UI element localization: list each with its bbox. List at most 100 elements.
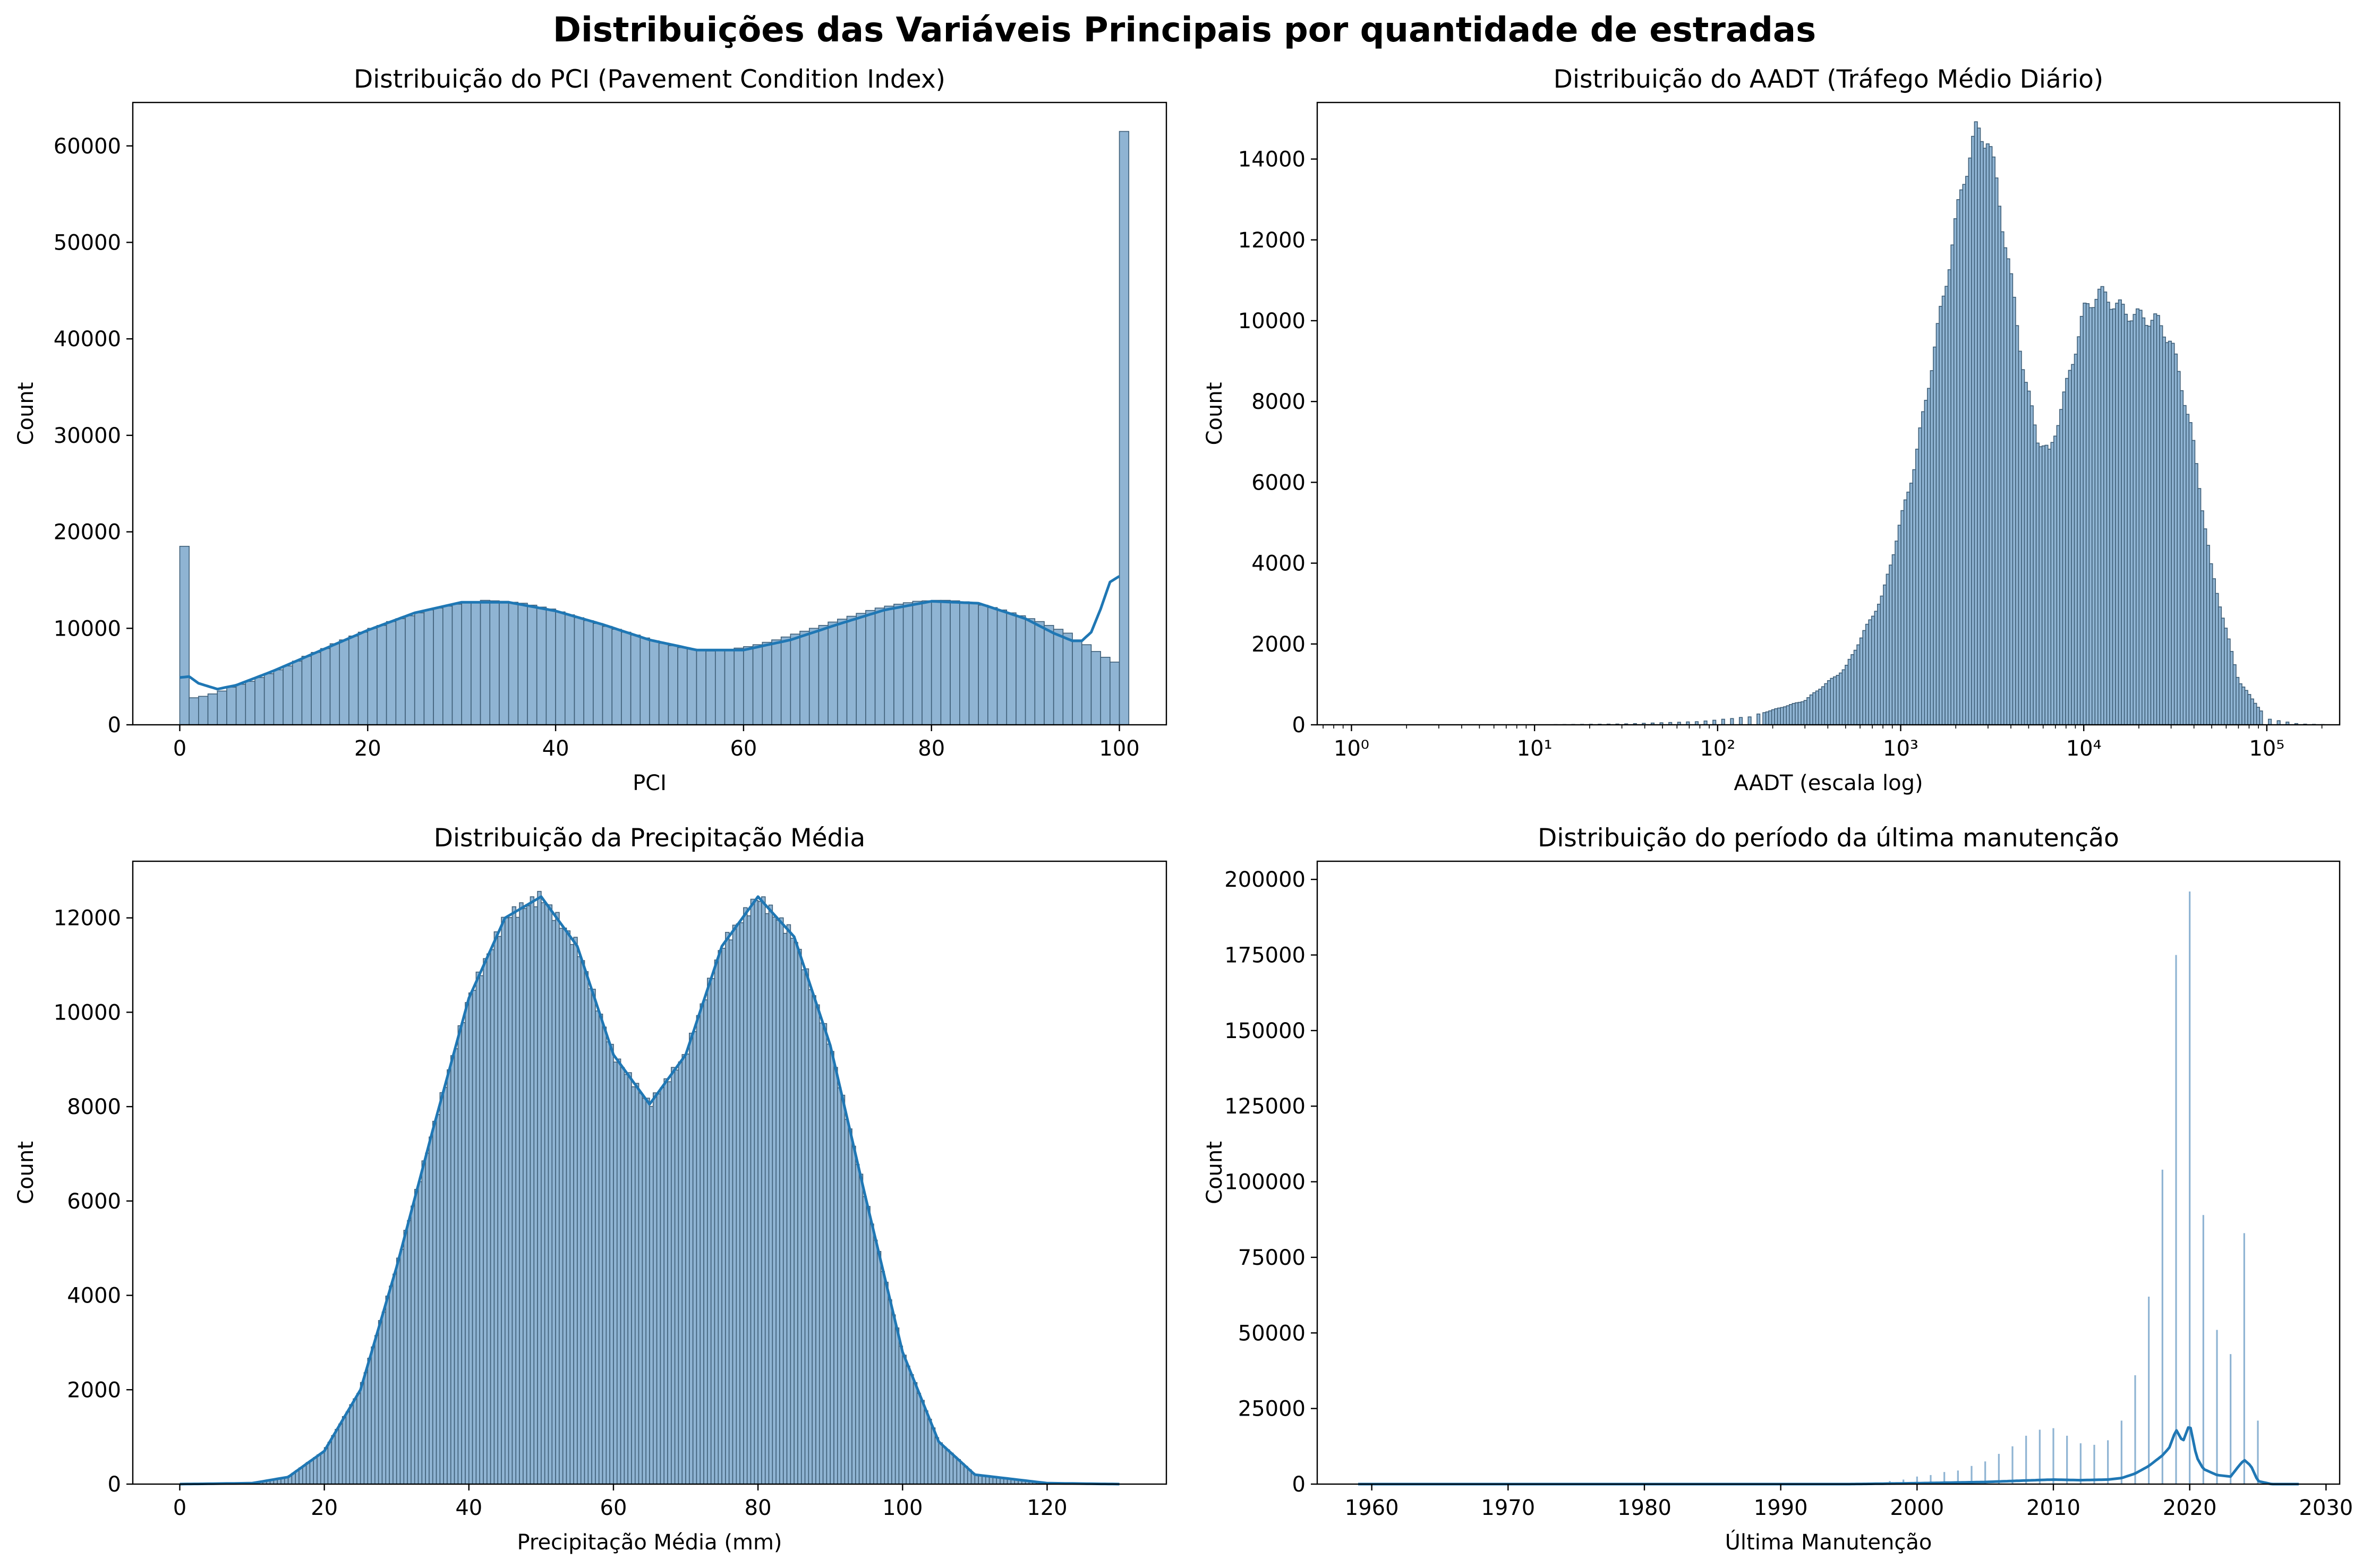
histogram-bar	[818, 1022, 824, 1485]
histogram-bar	[945, 1449, 950, 1485]
x-tick-label: 10⁴	[2066, 736, 2102, 761]
histogram-bar	[1062, 632, 1073, 725]
histogram-bar	[305, 1462, 311, 1485]
histogram-bar	[508, 917, 513, 1485]
histogram-bar	[338, 1424, 343, 1485]
histogram-bar	[978, 604, 988, 725]
histogram-bar	[696, 1015, 701, 1485]
histogram-bar	[1997, 205, 2002, 725]
histogram-bar	[353, 1398, 357, 1485]
histogram-bar	[660, 1087, 665, 1485]
histogram-bar	[1939, 306, 1943, 725]
histogram-bar	[952, 1456, 958, 1485]
x-tick-label: 2010	[2026, 1496, 2080, 1520]
histogram-bar	[624, 1074, 628, 1485]
histogram-bar	[593, 623, 603, 725]
histogram-bar	[2162, 336, 2166, 725]
histogram-bar	[1985, 143, 1990, 725]
histogram-bar	[1991, 156, 1995, 725]
histogram-bar	[2079, 1443, 2082, 1484]
histogram-bar	[2153, 313, 2157, 725]
histogram-bar	[869, 1223, 874, 1485]
x-tick-label: 10³	[1883, 736, 1918, 761]
x-tick-label: 1970	[1481, 1496, 1535, 1520]
histogram-bar	[2189, 891, 2191, 1484]
histogram-bar	[1845, 664, 1849, 725]
chart-panel-precipitacao: 0 2000 4000 6000 8000 10000 12000 0 20 40 60 80 100 1…	[14, 824, 1167, 1555]
histogram-bar	[2121, 304, 2125, 725]
y-tick-label: 175000	[1224, 944, 1306, 968]
histogram-bar	[517, 603, 528, 725]
histogram-bar	[884, 605, 894, 725]
histogram-bar	[808, 628, 820, 725]
x-axis-label: PCI	[633, 771, 667, 795]
histogram-bar	[728, 939, 734, 1485]
histogram-bar	[414, 1189, 419, 1485]
histogram-bar	[450, 1055, 455, 1485]
histogram-bar	[587, 988, 592, 1485]
histogram-bar	[2200, 510, 2204, 725]
histogram-bar	[537, 890, 542, 1485]
histogram-bar	[508, 602, 519, 725]
histogram-bar	[320, 1452, 325, 1485]
chart-panel-manutencao: 0 25000 50000 75000 100000 125000 150000 175000…	[1202, 824, 2353, 1555]
histogram-bar	[1803, 700, 1807, 725]
histogram-bar	[752, 644, 763, 725]
histogram-bar	[348, 636, 359, 725]
y-tick-label: 0	[108, 713, 121, 738]
histogram-bar	[1924, 400, 1928, 725]
histogram-bar	[639, 637, 650, 725]
histogram-bar	[1774, 708, 1778, 725]
histogram-bar	[2256, 707, 2260, 725]
histogram-bar	[2068, 370, 2072, 725]
kde-line	[1358, 1426, 2299, 1486]
plot-frame	[132, 860, 1167, 1485]
histogram-bar	[1959, 189, 1964, 725]
histogram-bar	[906, 1365, 910, 1485]
histogram-bar	[2118, 299, 2122, 725]
histogram-bar	[642, 1098, 646, 1485]
y-tick-label: 10000	[54, 616, 121, 641]
histogram-bar	[1906, 491, 1911, 725]
x-tick-label: 80	[745, 1496, 772, 1520]
histogram-bar	[1977, 127, 1981, 725]
histogram-bar	[564, 614, 575, 725]
histogram-bar	[692, 1031, 697, 1485]
histogram-bar	[686, 648, 697, 725]
histogram-bar	[653, 1092, 658, 1485]
histogram-bar	[468, 992, 473, 1485]
histogram-bar	[873, 1239, 878, 1485]
histogram-bar	[656, 1093, 661, 1485]
histogram-bar	[2109, 309, 2113, 725]
x-tick-label: 10⁰	[1334, 736, 1369, 761]
chart-title: Distribuição do AADT (Tráfego Médio Diár…	[1554, 65, 2103, 94]
y-tick-label: 0	[108, 1472, 121, 1497]
histogram-bar	[2142, 317, 2146, 725]
x-tick-label: 0	[173, 736, 186, 761]
y-tick-label: 75000	[1238, 1246, 1306, 1270]
histogram-bar	[1809, 694, 1813, 725]
y-tick-label: 125000	[1224, 1094, 1306, 1119]
histogram-bar	[533, 906, 538, 1485]
histogram-bar	[658, 642, 669, 725]
histogram-bar	[2244, 690, 2248, 725]
histogram-bar	[530, 896, 535, 1485]
histogram-bar	[746, 915, 752, 1485]
histogram-bar	[1815, 690, 1819, 725]
histogram-bar	[2077, 336, 2081, 725]
histogram-bar	[1935, 323, 1940, 725]
x-tick-label: 1980	[1617, 1496, 1671, 1520]
histogram-bar	[320, 648, 331, 725]
histogram-bar	[2135, 308, 2140, 725]
histogram-bar	[1841, 669, 1846, 725]
histogram-bar	[1836, 674, 1840, 725]
histogram-bar	[818, 625, 829, 725]
histogram-bar	[1792, 702, 1796, 725]
histogram-bar	[1950, 244, 1955, 725]
histogram-bar	[851, 1145, 856, 1485]
histogram-bar	[2168, 340, 2172, 725]
histogram-bar	[2094, 298, 2099, 725]
x-tick-label: 40	[455, 1496, 482, 1520]
histogram-bar	[705, 650, 716, 725]
